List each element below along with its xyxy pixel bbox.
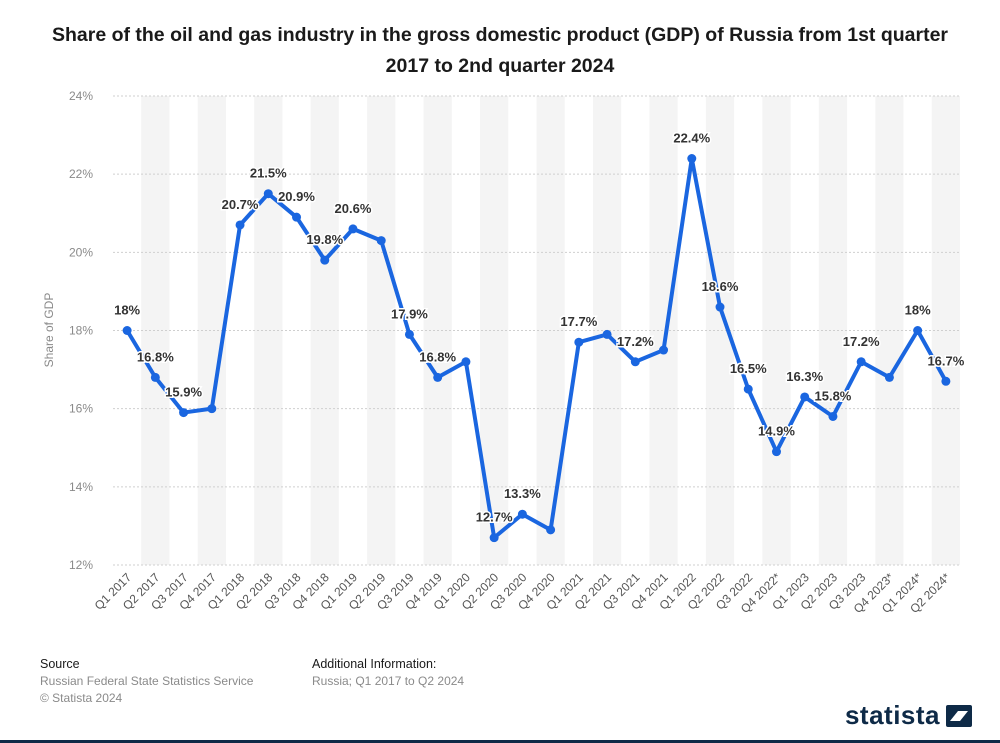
data-label: 17.2% — [617, 334, 654, 349]
data-label: 16.8% — [137, 349, 174, 364]
data-point — [574, 337, 584, 347]
data-point — [404, 329, 414, 339]
data-label: 20.6% — [335, 201, 372, 216]
data-label: 12.7% — [476, 510, 513, 525]
y-tick-label: 12% — [69, 558, 93, 572]
y-tick-label: 16% — [69, 402, 93, 416]
data-point — [941, 376, 951, 386]
data-label: 16.7% — [927, 353, 964, 368]
data-point — [602, 329, 612, 339]
data-point — [348, 224, 358, 234]
copyright-text: © Statista 2024 — [40, 691, 123, 705]
data-label: 18% — [905, 303, 931, 318]
data-point — [856, 357, 866, 367]
data-point — [884, 372, 894, 382]
data-point — [461, 357, 471, 367]
data-point — [659, 345, 669, 355]
y-axis-ticks: 12% 14% 16% 18% 20% 22% 24% — [69, 89, 93, 572]
chart-title: Share of the oil and gas industry in the… — [51, 24, 949, 77]
data-label: 17.2% — [843, 334, 880, 349]
data-point — [263, 189, 273, 199]
statista-logo-icon — [946, 704, 972, 727]
data-label: 16.3% — [786, 369, 823, 384]
data-label: 15.9% — [165, 385, 202, 400]
data-labels: 18% 16.8% 15.9% 20.7% 21.5% 20.9% 19.8% 20.6% 17… — [113, 129, 967, 526]
data-point — [122, 326, 132, 335]
series-line — [125, 156, 948, 540]
data-point — [489, 533, 499, 543]
data-point — [150, 372, 160, 382]
data-point — [292, 212, 302, 222]
data-label: 17.7% — [560, 314, 597, 329]
data-point — [743, 384, 753, 394]
data-point — [376, 236, 386, 246]
data-point — [800, 392, 810, 402]
data-point — [715, 302, 725, 312]
data-label: 21.5% — [250, 166, 287, 181]
source-block: Source Russian Federal State Statistics … — [40, 656, 253, 707]
data-label: 16.5% — [730, 361, 767, 376]
data-point — [913, 326, 923, 335]
info-text: Russia; Q1 2017 to Q2 2024 — [312, 674, 465, 688]
data-label: 19.8% — [306, 232, 343, 247]
line-chart: 12% 14% 16% 18% 20% 22% 24% Share of GDP 18% 16… — [42, 89, 967, 616]
data-point — [517, 509, 527, 519]
y-axis-label: Share of GDP — [42, 293, 56, 368]
y-tick-label: 18% — [69, 324, 93, 338]
source-text: Russian Federal State Statistics Service — [40, 674, 254, 688]
data-point — [546, 525, 556, 535]
data-point — [771, 447, 781, 457]
data-point — [179, 408, 189, 418]
info-heading: Additional Information: — [312, 657, 437, 671]
data-label: 18.6% — [702, 279, 739, 294]
data-label: 14.9% — [758, 424, 795, 439]
data-label: 16.8% — [419, 349, 456, 364]
series-line-path — [125, 156, 948, 540]
logo-wordmark: statista — [844, 700, 940, 730]
data-label: 22.4% — [673, 131, 710, 146]
gridlines — [113, 95, 960, 566]
source-heading: Source — [40, 657, 80, 671]
data-label: 20.9% — [278, 189, 315, 204]
data-point — [207, 404, 217, 414]
statista-logo[interactable]: statista — [845, 700, 972, 731]
data-point — [235, 220, 245, 230]
data-label: 13.3% — [504, 486, 541, 501]
y-tick-label: 20% — [69, 245, 93, 259]
data-point — [687, 154, 697, 164]
data-label: 18% — [114, 303, 140, 318]
y-tick-label: 22% — [69, 167, 93, 181]
y-tick-label: 14% — [69, 480, 93, 494]
additional-info-block: Additional Information: Russia; Q1 2017 … — [312, 656, 464, 690]
data-point — [433, 372, 443, 382]
data-point — [828, 411, 838, 421]
data-label: 17.9% — [391, 306, 428, 321]
y-tick-label: 24% — [69, 89, 93, 103]
bottom-accent-bar — [0, 740, 1000, 743]
data-point — [320, 255, 330, 265]
data-label: 15.8% — [815, 388, 852, 403]
data-point — [630, 357, 640, 367]
data-points — [122, 154, 951, 543]
data-label: 20.7% — [222, 197, 259, 212]
